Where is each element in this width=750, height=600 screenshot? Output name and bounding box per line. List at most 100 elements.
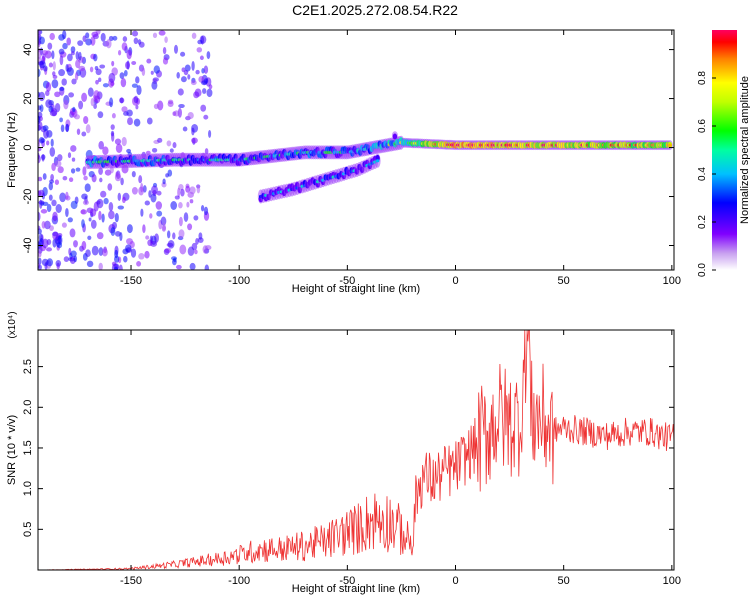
- snr-panel: -150 -100 -50 0 50 100 0.5 1.0 1.5 2.0 2.5 Height…: [6, 311, 681, 595]
- heatmap-cell: [45, 99, 52, 108]
- heatmap-cell: [59, 117, 63, 123]
- heatmap-cell: [77, 40, 84, 46]
- heatmap-cell: [187, 223, 193, 231]
- heatmap-cell: [178, 216, 183, 227]
- heatmap-cell: [131, 83, 138, 88]
- colorbar-tick-label: 0.4: [697, 167, 708, 181]
- heatmap-cell: [59, 192, 66, 203]
- heatmap-cell: [153, 65, 160, 74]
- heatmap-cell: [118, 49, 122, 56]
- x-tick-label: 100: [663, 275, 681, 287]
- heatmap-cell: [38, 91, 46, 102]
- heatmap-cell: [51, 79, 59, 89]
- colorbar-tick-label: 0.8: [697, 71, 708, 85]
- snr-frame: [37, 329, 675, 571]
- heatmap-cell: [96, 232, 104, 240]
- x-tick-label: 0: [452, 275, 458, 287]
- heatmap-cell: [62, 42, 68, 50]
- heatmap-cell: [84, 183, 91, 193]
- snr-x-axis: -150 -100 -50 0 50 100: [120, 330, 681, 587]
- heatmap-cell: [56, 242, 63, 249]
- heatmap-cell: [62, 30, 67, 40]
- heatmap-cell: [126, 224, 133, 234]
- heatmap-cell: [166, 140, 172, 147]
- heatmap-cell: [42, 173, 47, 180]
- heatmap-cell: [78, 65, 86, 72]
- heatmap-cell: [172, 232, 176, 240]
- heatmap-cell: [68, 92, 75, 98]
- heatmap-cell: [185, 185, 191, 193]
- heatmap-cell: [63, 99, 69, 110]
- heatmap-cell: [85, 124, 91, 134]
- heatmap-cell: [38, 189, 45, 197]
- heatmap-cell: [75, 59, 81, 69]
- heatmap-cell: [135, 76, 140, 84]
- heatmap-cell: [89, 66, 94, 73]
- heatmap-cell: [166, 230, 171, 239]
- heatmap-cell: [196, 185, 201, 194]
- heatmap-cell: [157, 137, 163, 143]
- heatmap-cell: [41, 258, 49, 267]
- heatmap-cell: [68, 177, 74, 183]
- heatmap-cell: [108, 72, 116, 83]
- heatmap-cell: [81, 131, 87, 137]
- heatmap-cell: [114, 173, 122, 182]
- spectrogram-x-axis: -150 -100 -50 0 50 100: [120, 30, 681, 287]
- heatmap-cell: [98, 262, 103, 270]
- heatmap-cell: [162, 178, 166, 185]
- heatmap-cell: [110, 227, 116, 236]
- heatmap-cell: [73, 114, 81, 120]
- heatmap-cell: [176, 264, 182, 270]
- heatmap-cell: [191, 32, 197, 39]
- heatmap-cell: [123, 111, 129, 116]
- heatmap-cell: [65, 123, 70, 133]
- heatmap-cell: [57, 154, 63, 162]
- heatmap-cell: [76, 128, 81, 135]
- heatmap-cell: [109, 97, 114, 108]
- heatmap-cell: [40, 138, 46, 143]
- x-tick-label: -150: [120, 275, 142, 287]
- heatmap-cell: [71, 78, 77, 85]
- heatmap-cell: [196, 47, 203, 53]
- heatmap-cell: [78, 100, 84, 110]
- heatmap-cell: [81, 240, 87, 251]
- heatmap-cell: [114, 255, 120, 263]
- heatmap-cell: [78, 51, 82, 61]
- heatmap-cell: [140, 182, 144, 193]
- heatmap-cell: [45, 82, 52, 92]
- heatmap-cell: [42, 125, 49, 131]
- heatmap-cell: [101, 213, 105, 223]
- heatmap-cell: [98, 167, 103, 175]
- heatmap-cell: [98, 247, 104, 256]
- colorbar-label: Normalized spectral amplitude: [739, 76, 750, 224]
- heatmap-cell: [153, 103, 159, 110]
- heatmap-cell: [52, 231, 59, 240]
- heatmap-cell: [91, 31, 99, 38]
- heatmap-cell: [145, 235, 150, 240]
- heatmap-cell: [70, 51, 75, 56]
- heatmap-cell: [38, 176, 43, 182]
- heatmap-cell: [98, 141, 104, 150]
- heatmap-cell: [65, 207, 69, 218]
- heatmap-cell: [144, 200, 150, 206]
- heatmap-cell: [208, 84, 213, 90]
- heatmap-cell: [61, 78, 67, 86]
- y-tick-label: -40: [22, 238, 34, 254]
- heatmap-cell: [149, 213, 153, 219]
- heatmap-cell: [111, 132, 115, 142]
- heatmap-cell: [102, 248, 108, 257]
- heatmap-cell: [191, 60, 195, 71]
- heatmap-cell: [107, 183, 113, 191]
- heatmap-cell: [50, 173, 54, 181]
- heatmap-cell: [202, 245, 209, 254]
- heatmap-cell: [119, 72, 125, 79]
- heatmap-cell: [46, 203, 52, 213]
- heatmap-cell: [48, 182, 54, 191]
- heatmap-cell: [83, 175, 88, 181]
- heatmap-cell: [113, 266, 119, 270]
- colorbar-tick-label: 0.2: [697, 215, 708, 229]
- heatmap-cell: [133, 95, 139, 104]
- heatmap-cell: [54, 160, 62, 168]
- heatmap-cell: [202, 88, 207, 94]
- spectrogram-x-label: Height of straight line (km): [292, 283, 420, 295]
